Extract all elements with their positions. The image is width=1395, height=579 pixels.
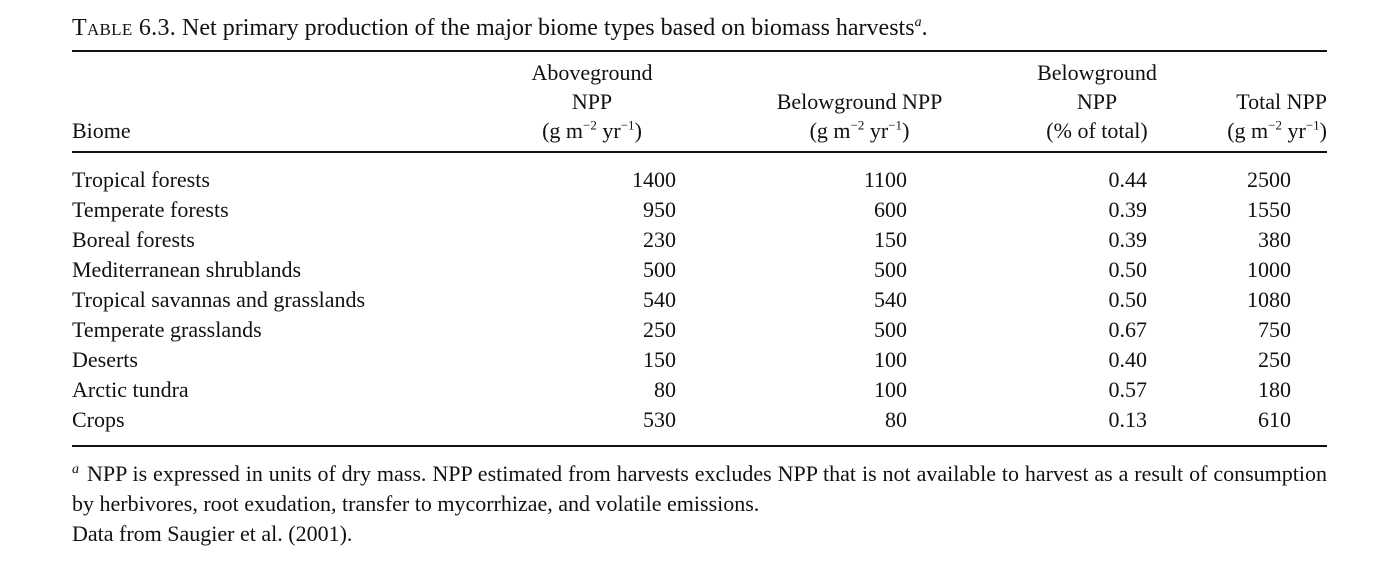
table-row: Crops 530 80 0.13 610 [72, 405, 1327, 445]
caption-end: . [921, 15, 928, 41]
top-rule [72, 50, 1327, 52]
cell-aboveground: 540 [643, 287, 676, 312]
header-row: Biome Aboveground NPP (g m−2 yr−1) Below… [72, 52, 1327, 152]
cell-pct: 0.39 [1108, 197, 1148, 222]
bottom-rule [72, 445, 1327, 447]
cell-total: 180 [1258, 377, 1291, 402]
cell-aboveground: 530 [643, 407, 676, 432]
cell-belowground: 540 [874, 287, 907, 312]
cell-total: 1000 [1247, 257, 1291, 282]
cell-aboveground: 230 [643, 227, 676, 252]
cell-biome: Mediterranean shrublands [72, 257, 302, 282]
table-row: Tropical forests 1400 1100 0.44 2500 [72, 152, 1327, 195]
table-caption: Table 6.3. Net primary production of the… [72, 8, 1327, 48]
cell-belowground: 500 [874, 257, 907, 282]
header-biome: Biome [72, 118, 131, 143]
cell-pct: 0.50 [1108, 257, 1148, 282]
cell-biome: Crops [72, 407, 125, 432]
header-total-npp: Total NPP (g m−2 yr−1) [1217, 52, 1327, 152]
cell-biome: Tropical savannas and grasslands [72, 287, 366, 312]
cell-belowground: 100 [874, 377, 907, 402]
cell-pct: 0.57 [1108, 377, 1148, 402]
header-aboveground-npp: Aboveground NPP (g m−2 yr−1) [442, 52, 742, 152]
cell-total: 380 [1258, 227, 1291, 252]
npp-table: Biome Aboveground NPP (g m−2 yr−1) Below… [72, 52, 1327, 445]
header-belowground-unit: (g m−2 yr−1) [809, 117, 910, 143]
table-header: Biome Aboveground NPP (g m−2 yr−1) Below… [72, 52, 1327, 152]
cell-aboveground: 150 [643, 347, 676, 372]
cell-biome: Temperate grasslands [72, 317, 262, 342]
header-total-unit: (g m−2 yr−1) [1227, 117, 1327, 143]
cell-biome: Arctic tundra [72, 377, 189, 402]
caption-note-marker: a [914, 15, 922, 30]
cell-belowground: 100 [874, 347, 907, 372]
table-page: Table 6.3. Net primary production of the… [72, 8, 1327, 549]
table-row: Mediterranean shrublands 500 500 0.50 10… [72, 255, 1327, 285]
table-row: Boreal forests 230 150 0.39 380 [72, 225, 1327, 255]
cell-pct: 0.13 [1108, 407, 1148, 432]
cell-aboveground: 500 [643, 257, 676, 282]
header-belowground-pct: Belowground NPP (% of total) [1037, 60, 1157, 143]
table-title: Net primary production of the major biom… [182, 15, 915, 41]
cell-total: 1550 [1247, 197, 1291, 222]
cell-aboveground: 80 [654, 377, 676, 402]
header-belowground-npp: Belowground NPP (g m−2 yr−1) [742, 52, 977, 152]
cell-belowground: 600 [874, 197, 907, 222]
cell-pct: 0.67 [1108, 317, 1148, 342]
footnote-text: NPP is expressed in units of dry mass. N… [72, 461, 1327, 516]
table-row: Tropical savannas and grasslands 540 540… [72, 285, 1327, 315]
footnote-marker: a [72, 461, 79, 477]
cell-pct: 0.44 [1108, 167, 1148, 192]
cell-belowground: 150 [874, 227, 907, 252]
table-label: Table 6.3. [72, 15, 177, 41]
cell-total: 2500 [1247, 167, 1291, 192]
cell-aboveground: 1400 [632, 167, 676, 192]
source-note: Data from Saugier et al. (2001). [72, 521, 353, 546]
table-row: Deserts 150 100 0.40 250 [72, 345, 1327, 375]
cell-biome: Temperate forests [72, 197, 229, 222]
cell-biome: Tropical forests [72, 167, 210, 192]
table-row: Arctic tundra 80 100 0.57 180 [72, 375, 1327, 405]
cell-belowground: 80 [885, 407, 907, 432]
cell-total: 1080 [1247, 287, 1291, 312]
cell-biome: Boreal forests [72, 227, 195, 252]
footnote-a: a NPP is expressed in units of dry mass. … [72, 459, 1327, 519]
table-body: Tropical forests 1400 1100 0.44 2500 Tem… [72, 152, 1327, 445]
cell-biome: Deserts [72, 347, 138, 372]
cell-aboveground: 250 [643, 317, 676, 342]
cell-pct: 0.50 [1108, 287, 1148, 312]
cell-pct: 0.40 [1108, 347, 1148, 372]
cell-total: 250 [1258, 347, 1291, 372]
cell-belowground: 500 [874, 317, 907, 342]
table-footnotes: a NPP is expressed in units of dry mass. … [72, 459, 1327, 549]
cell-total: 610 [1258, 407, 1291, 432]
table-row: Temperate grasslands 250 500 0.67 750 [72, 315, 1327, 345]
cell-aboveground: 950 [643, 197, 676, 222]
cell-pct: 0.39 [1108, 227, 1148, 252]
cell-belowground: 1100 [863, 167, 907, 192]
cell-total: 750 [1258, 317, 1291, 342]
table-row: Temperate forests 950 600 0.39 1550 [72, 195, 1327, 225]
header-aboveground-unit: (g m−2 yr−1) [542, 117, 642, 143]
